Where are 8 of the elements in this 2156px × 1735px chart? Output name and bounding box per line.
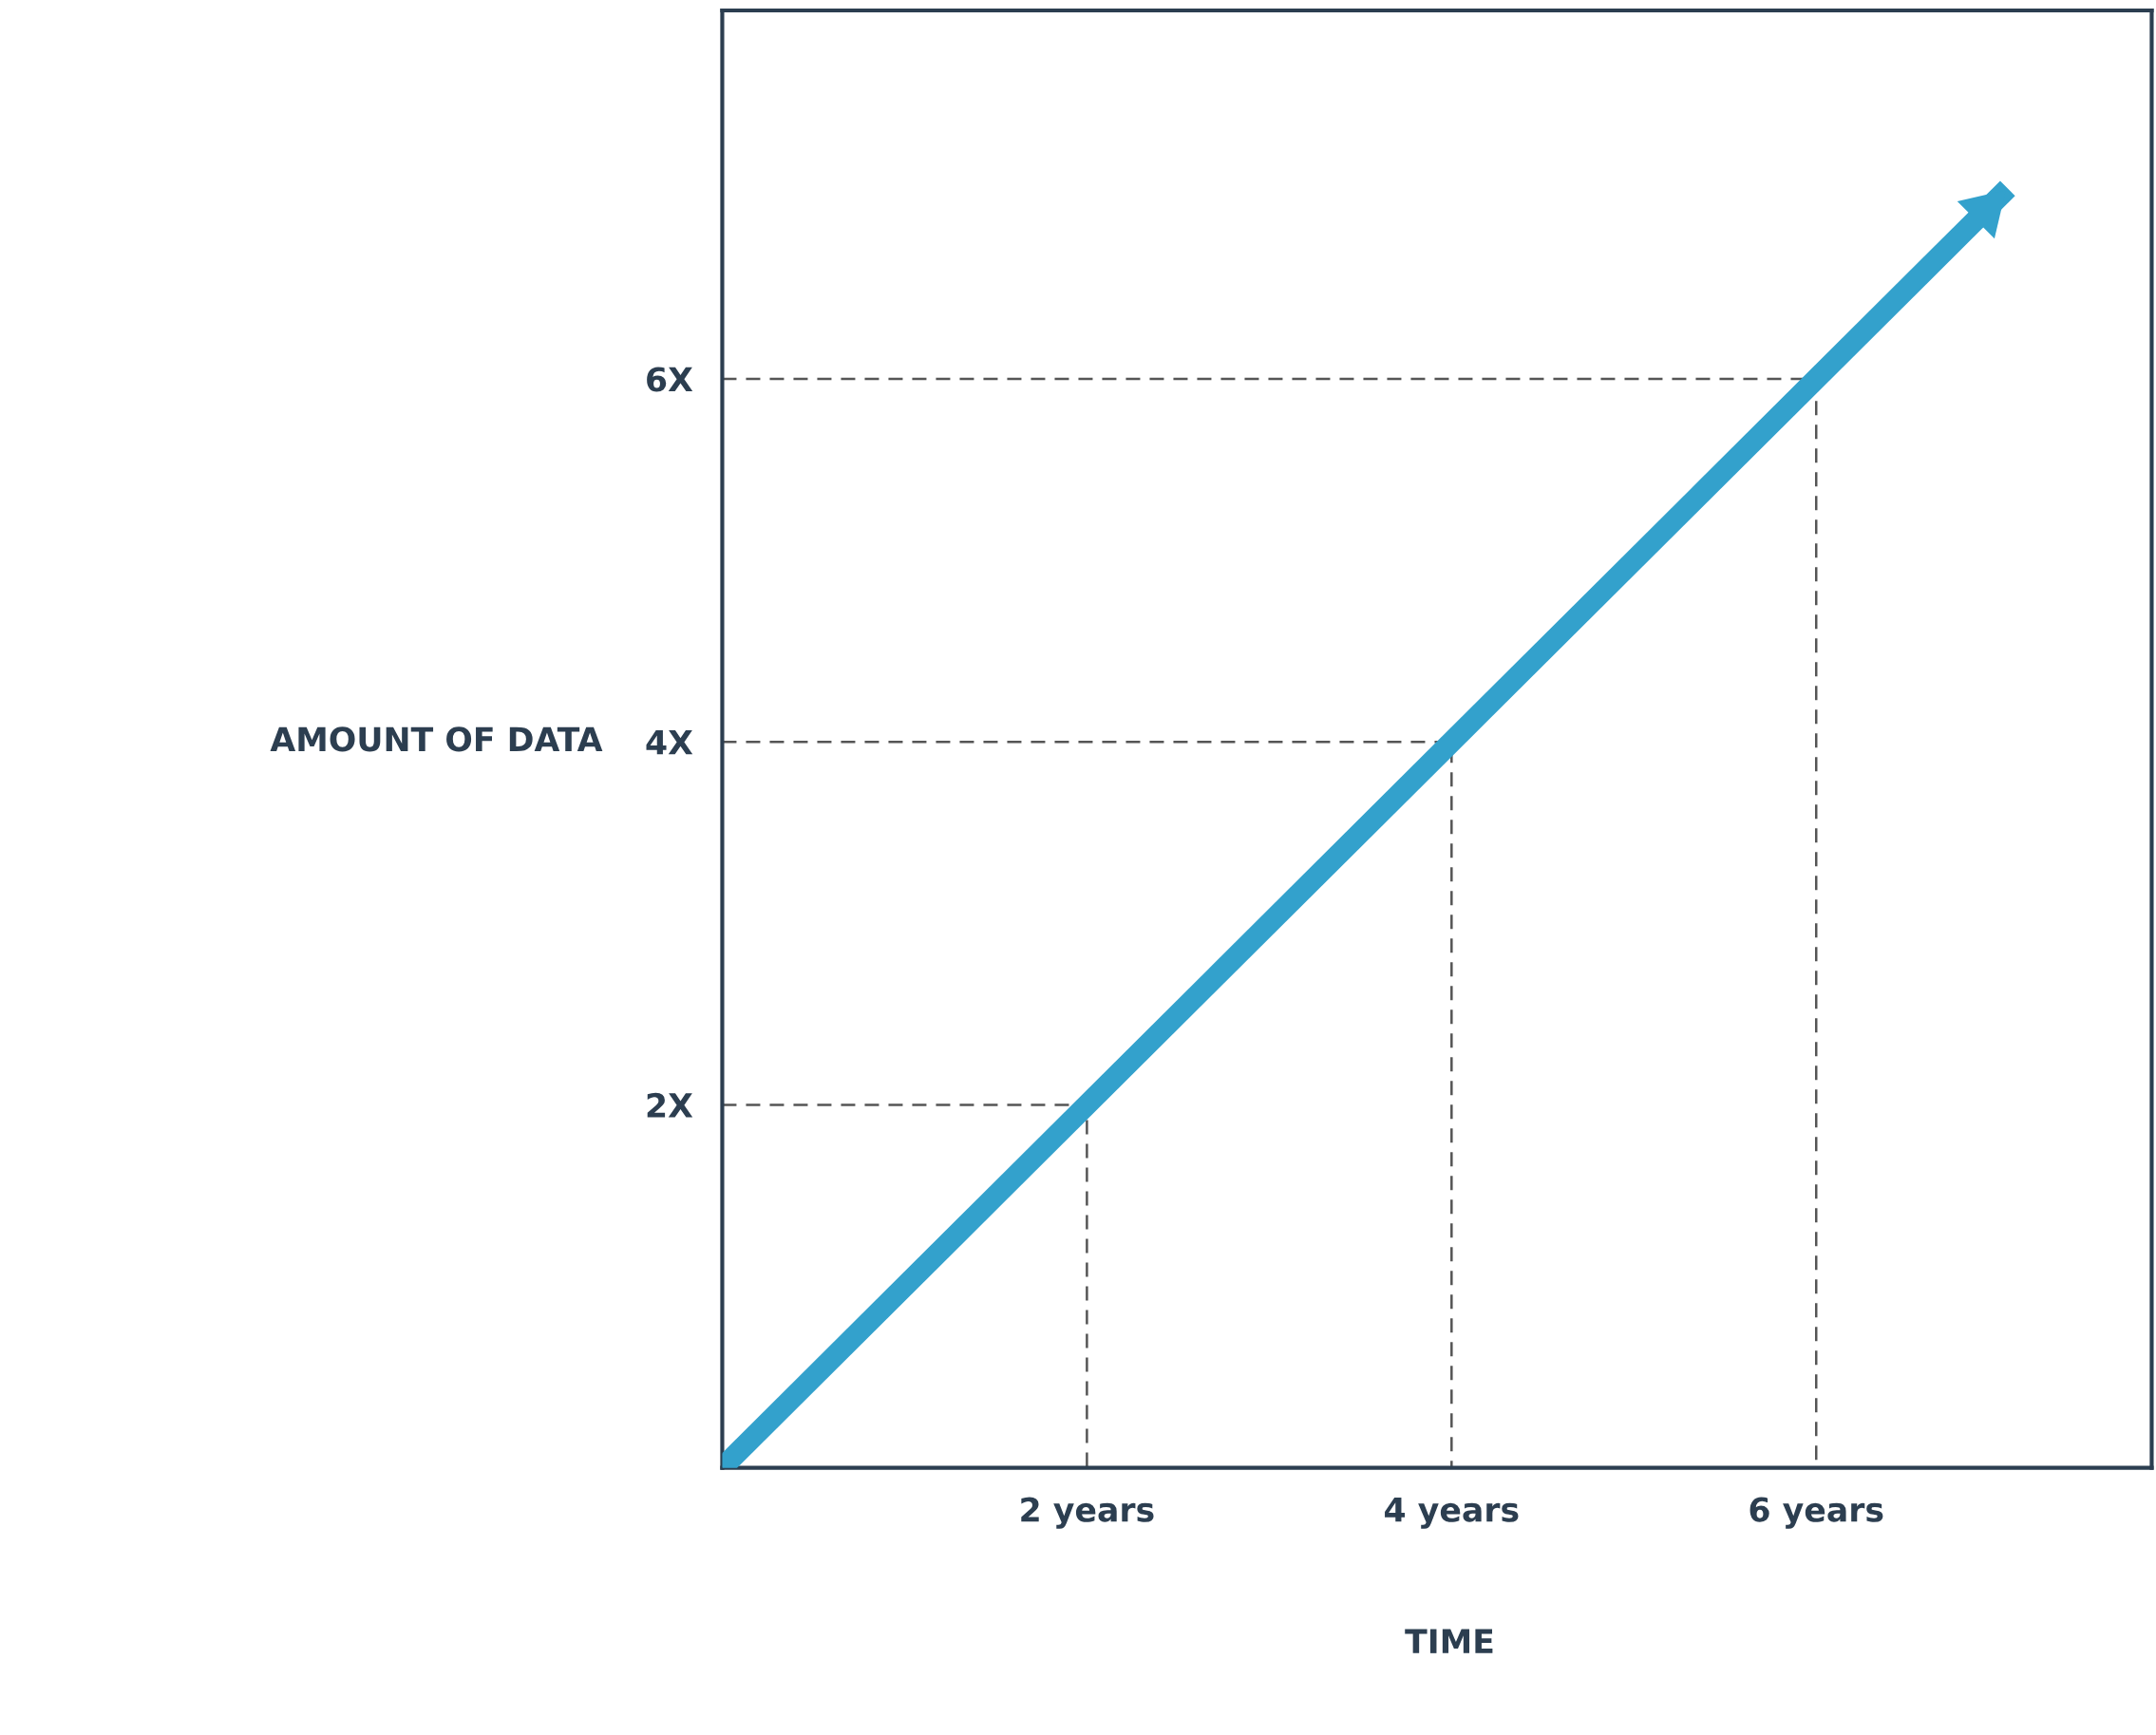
y-axis-title: AMOUNT OF DATA [270,726,603,752]
y-tick-label: 4X [646,730,693,755]
y-tick-label: 2X [647,1092,693,1118]
x-axis-title: TIME [1405,1629,1493,1653]
y-tick-label: 6X [647,367,693,392]
x-tick-label: 6 years [1749,1497,1883,1529]
x-tick-label: 2 years [1021,1497,1154,1529]
x-tick-label: 4 years [1385,1497,1519,1529]
